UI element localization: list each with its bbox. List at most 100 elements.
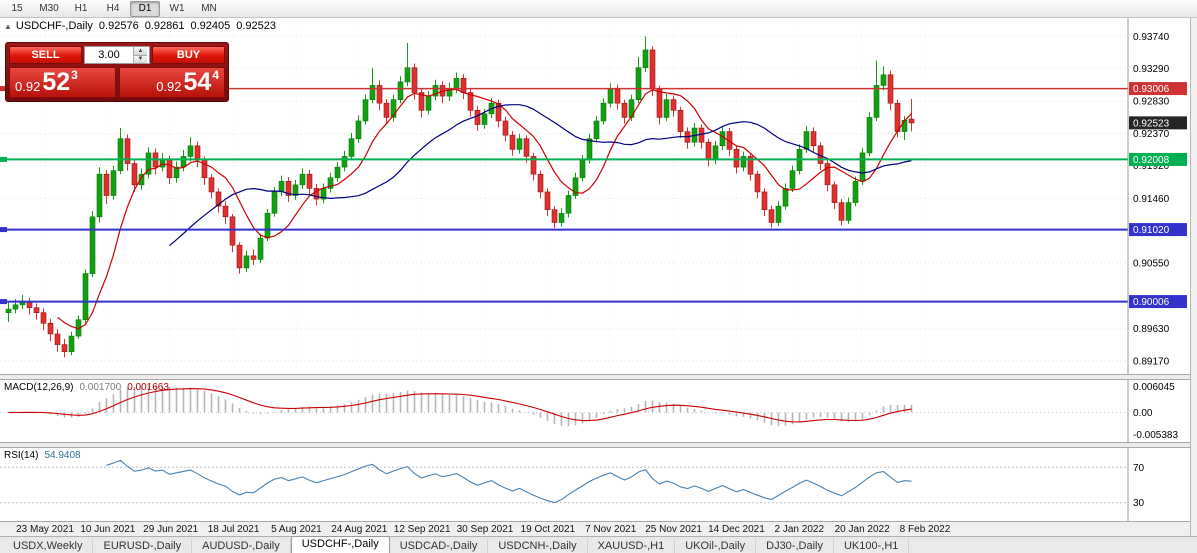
buy-price[interactable]: 0.92 54 4: [118, 67, 225, 98]
candle-body: [621, 102, 628, 118]
fast-ma-line: [57, 88, 912, 330]
price-tick: 0.92830: [1133, 97, 1170, 108]
pane-divider[interactable]: [0, 442, 1190, 448]
date-label: 7 Nov 2021: [585, 524, 637, 535]
tab-usdx-weekly[interactable]: USDX,Weekly: [3, 539, 94, 553]
price-tick: 0.90550: [1133, 258, 1170, 269]
candle-body: [292, 184, 299, 196]
hline-left-marker: [0, 156, 7, 162]
price-badge: [1129, 223, 1187, 237]
buy-button[interactable]: BUY: [152, 46, 225, 64]
candle-body: [250, 255, 257, 260]
timeframe-button-h4[interactable]: H4: [106, 3, 120, 14]
hline-left-marker: [0, 227, 7, 233]
candle-body: [663, 99, 670, 118]
price-badge: [1129, 152, 1187, 166]
timeframe-button-w1[interactable]: W1: [169, 3, 185, 14]
candle-body: [362, 99, 369, 122]
timeframe-button-mn[interactable]: MN: [201, 3, 217, 14]
candle-body: [117, 138, 124, 171]
candle-body: [698, 127, 705, 143]
price-badge-text: 0.92523: [1133, 118, 1170, 129]
pane-divider[interactable]: [0, 374, 1190, 380]
candle-body: [404, 67, 411, 83]
candle-body: [327, 177, 334, 189]
timeframe-button-d1[interactable]: D1: [130, 0, 160, 17]
price-badge: [1129, 116, 1187, 130]
ohlc-close: 0.92523: [236, 20, 276, 32]
candle-body: [586, 138, 593, 161]
tab-usdcad-daily[interactable]: USDCAD-,Daily: [390, 539, 489, 553]
tab-xauusd-h1[interactable]: XAUUSD-,H1: [588, 539, 676, 553]
tab-usdcnh-daily[interactable]: USDCNH-,Daily: [488, 539, 588, 553]
macd-signal-value: 0.001663: [127, 382, 169, 393]
rsi-chart[interactable]: 70 30: [0, 448, 1190, 521]
macd-axis-label: 0.006045: [1133, 382, 1175, 393]
date-label: 23 May 2021: [16, 524, 74, 535]
candle-body: [523, 138, 530, 157]
volume-control: ▲ ▼: [84, 46, 150, 64]
candle-body: [789, 170, 796, 189]
rsi-level-label: 70: [1133, 463, 1145, 474]
sell-price-point: 3: [71, 68, 78, 82]
candle-body: [467, 92, 474, 111]
volume-decrease-button[interactable]: ▼: [133, 55, 147, 63]
candle-body: [810, 131, 817, 147]
tab-audusd-daily[interactable]: AUDUSD-,Daily: [192, 539, 291, 553]
macd-axis-label: 0.00: [1133, 408, 1153, 419]
price-tick: 0.91460: [1133, 194, 1170, 205]
candle-body: [131, 163, 138, 186]
candle-body: [278, 181, 285, 193]
candle-body: [341, 156, 348, 168]
rsi-line: [106, 459, 912, 504]
timeframe-button-h1[interactable]: H1: [74, 3, 88, 14]
candle-body: [726, 131, 733, 150]
candle-body: [866, 117, 873, 154]
macd-chart[interactable]: 0.006045 0.00 -0.005383: [0, 380, 1190, 442]
timeframe-button-m30[interactable]: M30: [39, 3, 59, 14]
candle-body: [565, 195, 572, 214]
date-label: 14 Dec 2021: [708, 524, 765, 535]
candle-body: [229, 216, 236, 246]
tab-uk100-h1[interactable]: UK100-,H1: [834, 539, 910, 553]
candle-body: [635, 67, 642, 100]
candle-body: [243, 255, 250, 269]
volume-input[interactable]: [85, 47, 133, 63]
candle-body: [712, 145, 719, 161]
tab-ukoil-daily[interactable]: UKOil-,Daily: [675, 539, 757, 553]
candle-body: [600, 102, 607, 122]
candle-body: [369, 85, 376, 100]
candle-body: [747, 156, 754, 175]
candle-body: [845, 202, 852, 221]
date-label: 29 Jun 2021: [143, 524, 199, 535]
candle-body: [215, 191, 222, 207]
tab-eurusd-daily[interactable]: EURUSD-,Daily: [93, 539, 193, 553]
chart-tab-bar: USDX,Weekly EURUSD-,Daily AUDUSD-,Daily USD…: [0, 536, 1197, 553]
candle-body: [502, 120, 509, 136]
candle-body: [68, 335, 75, 352]
price-tick: 0.89630: [1133, 324, 1170, 335]
sell-price-prefix: 0.92: [15, 79, 41, 94]
date-label: 5 Aug 2021: [271, 524, 322, 535]
candle-body: [5, 308, 12, 313]
tab-usdchf-daily[interactable]: USDCHF-,Daily: [290, 536, 390, 553]
sell-button[interactable]: SELL: [9, 46, 82, 64]
time-axis[interactable]: 23 May 2021 10 Jun 2021 29 Jun 2021 18 Jul …: [0, 521, 1190, 536]
candle-body: [908, 118, 915, 124]
candle-body: [96, 173, 103, 218]
hline-left-marker: [0, 299, 7, 305]
tab-dj30-daily[interactable]: DJ30-,Daily: [756, 539, 834, 553]
candle-body: [460, 78, 467, 93]
rsi-value: 54.9408: [44, 450, 81, 461]
date-label: 30 Sep 2021: [456, 524, 514, 535]
volume-increase-button[interactable]: ▲: [133, 47, 147, 56]
volume-spinner: ▲ ▼: [133, 47, 147, 63]
candle-body: [285, 181, 292, 196]
candle-body: [803, 131, 810, 150]
candle-body: [509, 134, 516, 150]
one-click-expand-icon[interactable]: ▲: [4, 21, 12, 31]
timeframe-button-15[interactable]: 15: [11, 3, 23, 14]
candle-body: [54, 333, 61, 345]
price-chart[interactable]: 0.93740 0.93290 0.92830 0.92370 0.91920 0.914…: [0, 18, 1190, 374]
sell-price[interactable]: 0.92 52 3: [9, 67, 116, 98]
